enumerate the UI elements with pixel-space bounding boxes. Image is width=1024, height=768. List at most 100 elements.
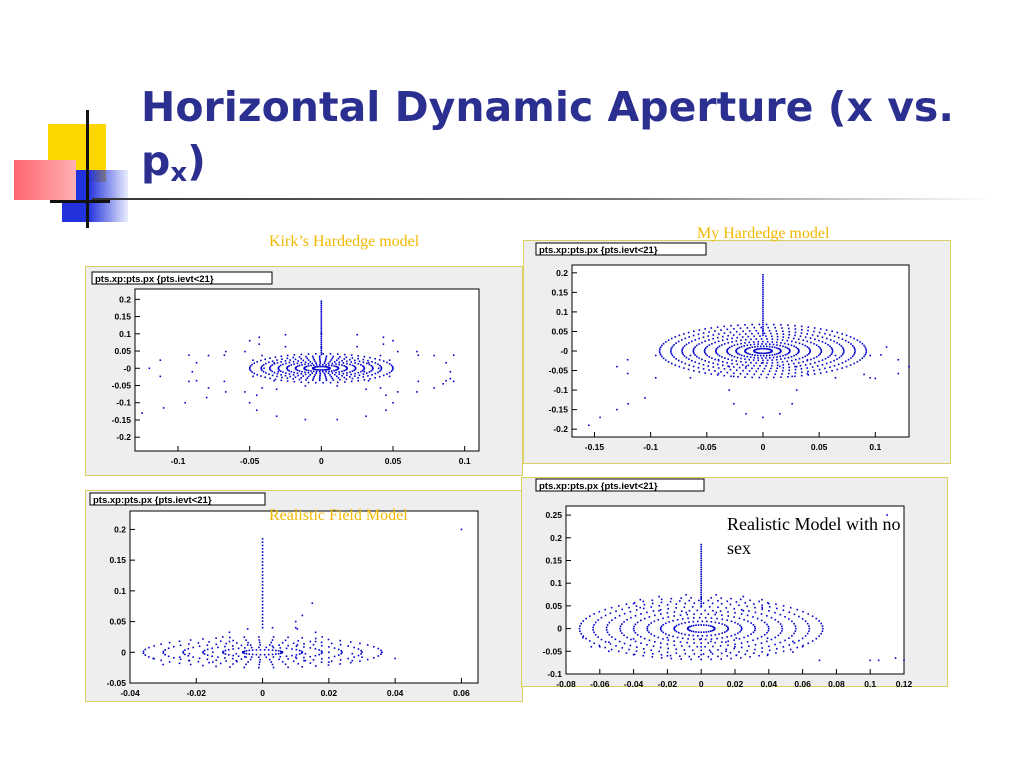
data-point [654, 614, 656, 617]
data-point [217, 656, 219, 658]
data-point [679, 614, 682, 616]
data-point [717, 367, 720, 369]
x-tick-label: -0.08 [556, 679, 576, 688]
y-tick-label: 0.1 [119, 329, 131, 339]
data-point [275, 653, 277, 655]
data-point [261, 594, 264, 596]
y-tick-label: -0.2 [116, 432, 131, 442]
data-point [373, 657, 375, 659]
data-point [652, 645, 655, 648]
data-point [687, 638, 689, 640]
data-point [744, 342, 746, 344]
data-point [611, 619, 613, 621]
data-point [833, 335, 836, 338]
data-point [162, 407, 165, 409]
data-point [318, 355, 321, 358]
data-point [272, 646, 275, 649]
data-point [658, 605, 661, 607]
data-point [765, 345, 768, 348]
data-point [228, 631, 231, 634]
data-point [744, 333, 747, 335]
data-point [811, 615, 814, 617]
data-point [854, 351, 856, 354]
data-point [167, 655, 170, 658]
data-point [700, 550, 702, 553]
data-point [727, 644, 729, 647]
data-point [667, 647, 670, 650]
data-point [662, 623, 665, 626]
data-point [730, 375, 732, 378]
data-point [827, 356, 829, 359]
data-point [301, 651, 304, 654]
data-point [328, 661, 330, 663]
data-point [654, 376, 657, 379]
chart-panel-kirk: pts.xp:pts.px {pts.ievt<21} -0.1 -0.05 0 0.0… [85, 266, 523, 476]
data-point [304, 659, 307, 662]
data-point [700, 577, 702, 580]
data-point [321, 651, 324, 654]
data-point [763, 332, 766, 335]
data-point [818, 331, 821, 334]
data-point [636, 634, 639, 636]
data-point [762, 276, 764, 278]
data-point [222, 636, 224, 638]
data-point [752, 631, 755, 634]
data-point [746, 327, 749, 329]
data-point [721, 344, 723, 346]
data-point [763, 367, 766, 370]
data-point [280, 379, 283, 382]
data-point [261, 561, 264, 563]
data-point [767, 352, 769, 354]
data-point [327, 638, 330, 641]
data-point [650, 633, 653, 635]
data-point [320, 652, 323, 655]
data-point [277, 370, 280, 373]
data-point [693, 352, 695, 355]
data-point [258, 639, 261, 641]
data-point [820, 632, 823, 635]
data-point [319, 360, 321, 363]
data-point [816, 365, 819, 367]
data-point [865, 350, 868, 352]
data-point [723, 368, 726, 370]
data-point [380, 368, 382, 371]
data-point [730, 657, 732, 660]
data-point [337, 357, 340, 360]
data-point [388, 375, 391, 378]
data-point [668, 634, 670, 637]
data-point [733, 344, 736, 347]
data-point [259, 658, 261, 661]
data-point [363, 368, 365, 371]
data-point [820, 351, 822, 354]
data-point [720, 329, 722, 331]
data-point [819, 328, 822, 330]
data-point [740, 629, 743, 631]
data-point [272, 636, 275, 638]
data-point [320, 335, 323, 338]
data-point [318, 379, 321, 382]
data-point [688, 621, 690, 623]
data-point [367, 361, 370, 364]
data-point [646, 629, 649, 632]
data-point [787, 343, 790, 346]
data-point [716, 363, 719, 366]
data-point [755, 351, 758, 354]
data-point [311, 379, 314, 382]
data-point [323, 365, 325, 368]
data-point [255, 653, 258, 656]
data-point [187, 647, 190, 650]
data-point [294, 376, 297, 379]
data-point [772, 376, 775, 379]
data-point [256, 361, 259, 363]
data-point [320, 349, 323, 352]
data-point [635, 609, 638, 611]
data-point [813, 330, 815, 333]
data-point [153, 657, 155, 660]
data-point [357, 357, 359, 360]
data-point [689, 629, 691, 632]
data-point [345, 365, 347, 368]
data-point [766, 640, 768, 643]
data-point [831, 351, 834, 354]
data-point [300, 652, 303, 654]
data-point [782, 364, 785, 366]
